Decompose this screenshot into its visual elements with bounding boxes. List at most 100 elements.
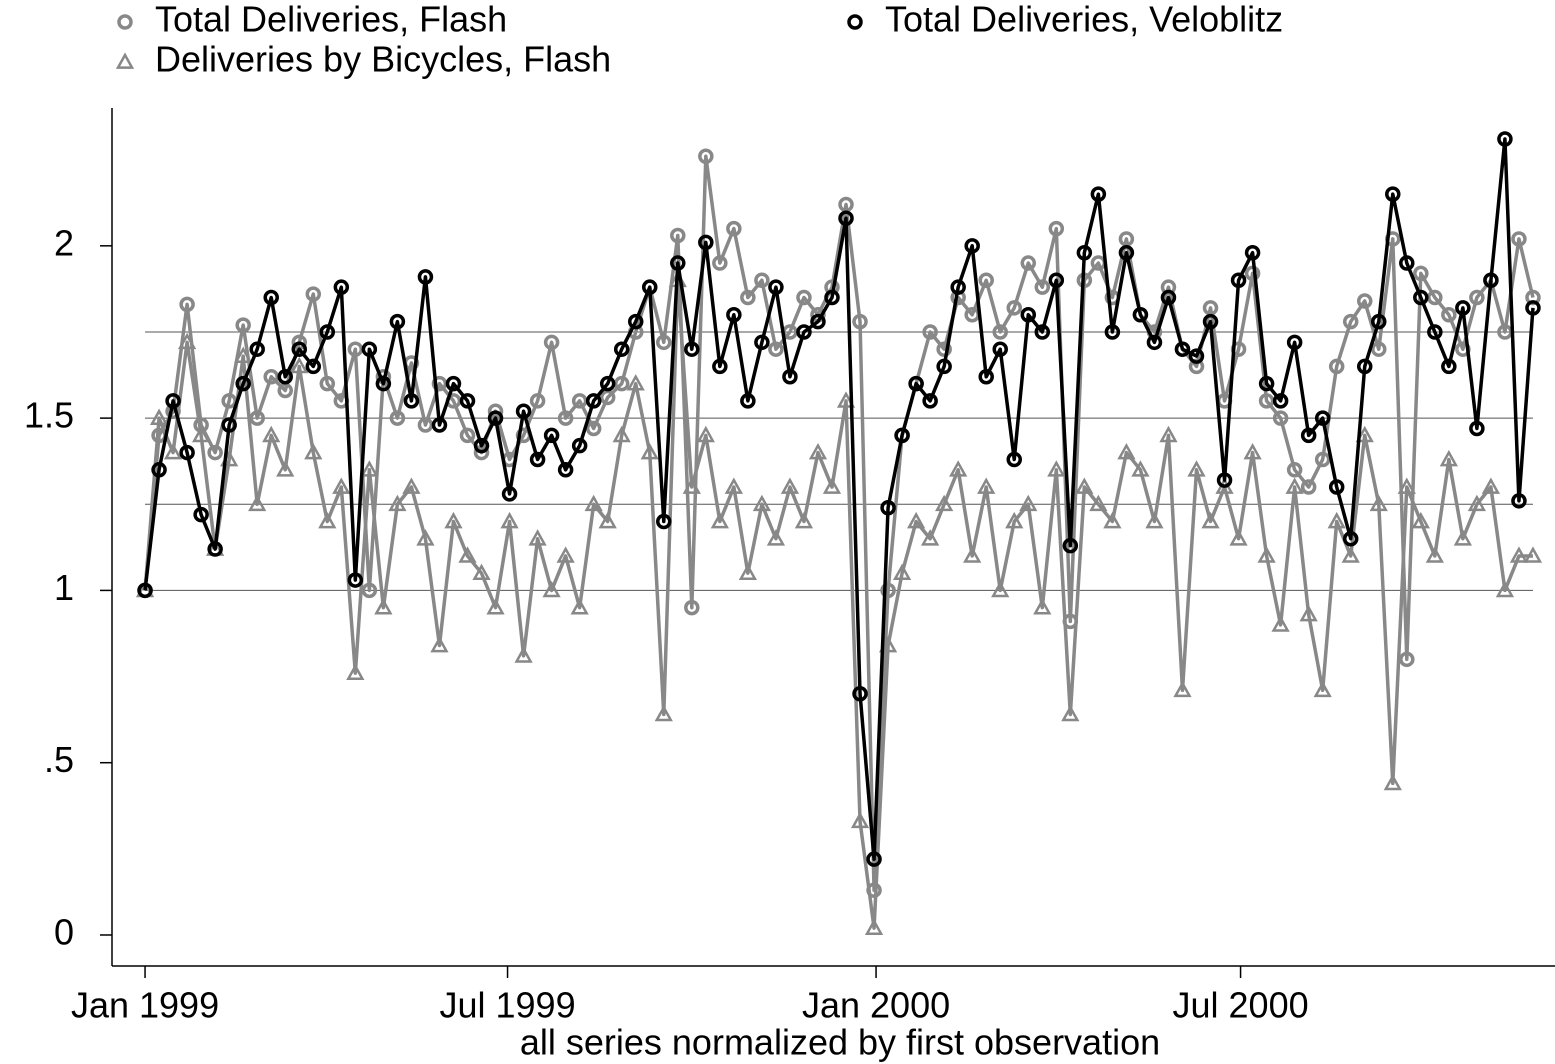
data-point [1034, 324, 1051, 340]
data-point [768, 341, 784, 357]
data-point [1441, 306, 1457, 323]
data-point [696, 425, 715, 443]
data-point [599, 375, 616, 392]
data-point [1258, 375, 1275, 392]
data-point [1118, 244, 1135, 261]
data-point [740, 289, 756, 306]
data-point [347, 572, 364, 588]
data-point [1469, 420, 1485, 437]
x-tick-label: Jul 2000 [1173, 985, 1309, 1026]
data-point [1285, 477, 1304, 494]
legend-marker [117, 14, 133, 30]
data-point [1341, 546, 1360, 563]
data-point [276, 460, 295, 477]
data-point [1174, 341, 1191, 357]
data-point [754, 334, 770, 351]
data-point [963, 546, 982, 563]
data-point [1439, 449, 1458, 467]
data-point [922, 393, 938, 409]
data-point [472, 563, 491, 581]
data-point [291, 341, 308, 357]
data-point [1020, 255, 1037, 271]
data-point [1201, 511, 1220, 529]
data-point [740, 393, 756, 409]
data-point [978, 272, 994, 289]
data-point [319, 324, 336, 340]
data-point [529, 451, 546, 468]
data-point [698, 234, 714, 251]
data-point [1300, 479, 1317, 495]
legend-label: Total Deliveries, Veloblitz [885, 0, 1283, 40]
data-point [1369, 494, 1388, 512]
data-point [262, 425, 281, 443]
data-point [752, 494, 772, 512]
data-point [864, 918, 884, 935]
data-point [935, 494, 954, 512]
data-point [1425, 546, 1444, 563]
data-point [444, 511, 463, 529]
data-point [277, 382, 293, 399]
data-point [768, 279, 784, 295]
data-point [557, 410, 574, 426]
data-point [179, 296, 195, 313]
data-point [852, 686, 868, 702]
data-point [1467, 494, 1487, 512]
data-point [1286, 462, 1303, 478]
data-point [1145, 511, 1164, 529]
data-point [1314, 410, 1331, 426]
data-point [305, 286, 322, 302]
data-point [656, 513, 672, 530]
data-point [374, 598, 393, 615]
data-point [1299, 604, 1318, 622]
data-point [514, 646, 533, 663]
data-point [936, 341, 952, 357]
data-point [389, 410, 406, 426]
data-point [612, 425, 631, 443]
data-point [235, 317, 251, 333]
legend-label: Deliveries by Bicycles, Flash [155, 39, 611, 80]
data-point [163, 443, 183, 460]
data-point [1202, 313, 1219, 330]
data-point [459, 393, 476, 409]
data-point [1089, 494, 1108, 512]
data-point [1243, 443, 1262, 460]
data-point [277, 369, 293, 385]
data-point [810, 313, 826, 330]
data-point [1061, 704, 1080, 722]
data-point [458, 546, 477, 563]
data-point [556, 546, 575, 563]
data-point [1047, 460, 1066, 477]
data-point [950, 279, 966, 295]
data-point [1131, 460, 1150, 477]
data-point [1048, 220, 1065, 237]
data-point [654, 704, 673, 722]
data-point [1356, 358, 1373, 375]
data-point [992, 341, 1008, 357]
data-point [571, 437, 588, 454]
data-point [684, 341, 700, 357]
data-point [1006, 300, 1023, 316]
data-point [866, 851, 882, 867]
data-point [1272, 410, 1289, 426]
data-point [1020, 306, 1037, 323]
data-point [964, 238, 980, 254]
data-point [1005, 511, 1024, 529]
data-point [992, 324, 1008, 340]
data-point [796, 289, 812, 306]
data-point [1286, 334, 1303, 351]
data-point [726, 220, 742, 237]
x-tick-label: Jul 1999 [439, 985, 575, 1026]
data-point [1371, 313, 1387, 330]
data-point [682, 477, 701, 494]
data-point [473, 437, 490, 454]
data-point [249, 410, 265, 426]
data-point [598, 511, 617, 529]
data-point [347, 341, 364, 357]
data-point [1132, 306, 1149, 323]
data-point [571, 393, 588, 409]
data-point [1399, 651, 1415, 668]
data-point [263, 289, 279, 306]
data-point [1469, 289, 1485, 306]
data-point [1397, 477, 1416, 494]
data-point [838, 196, 854, 213]
